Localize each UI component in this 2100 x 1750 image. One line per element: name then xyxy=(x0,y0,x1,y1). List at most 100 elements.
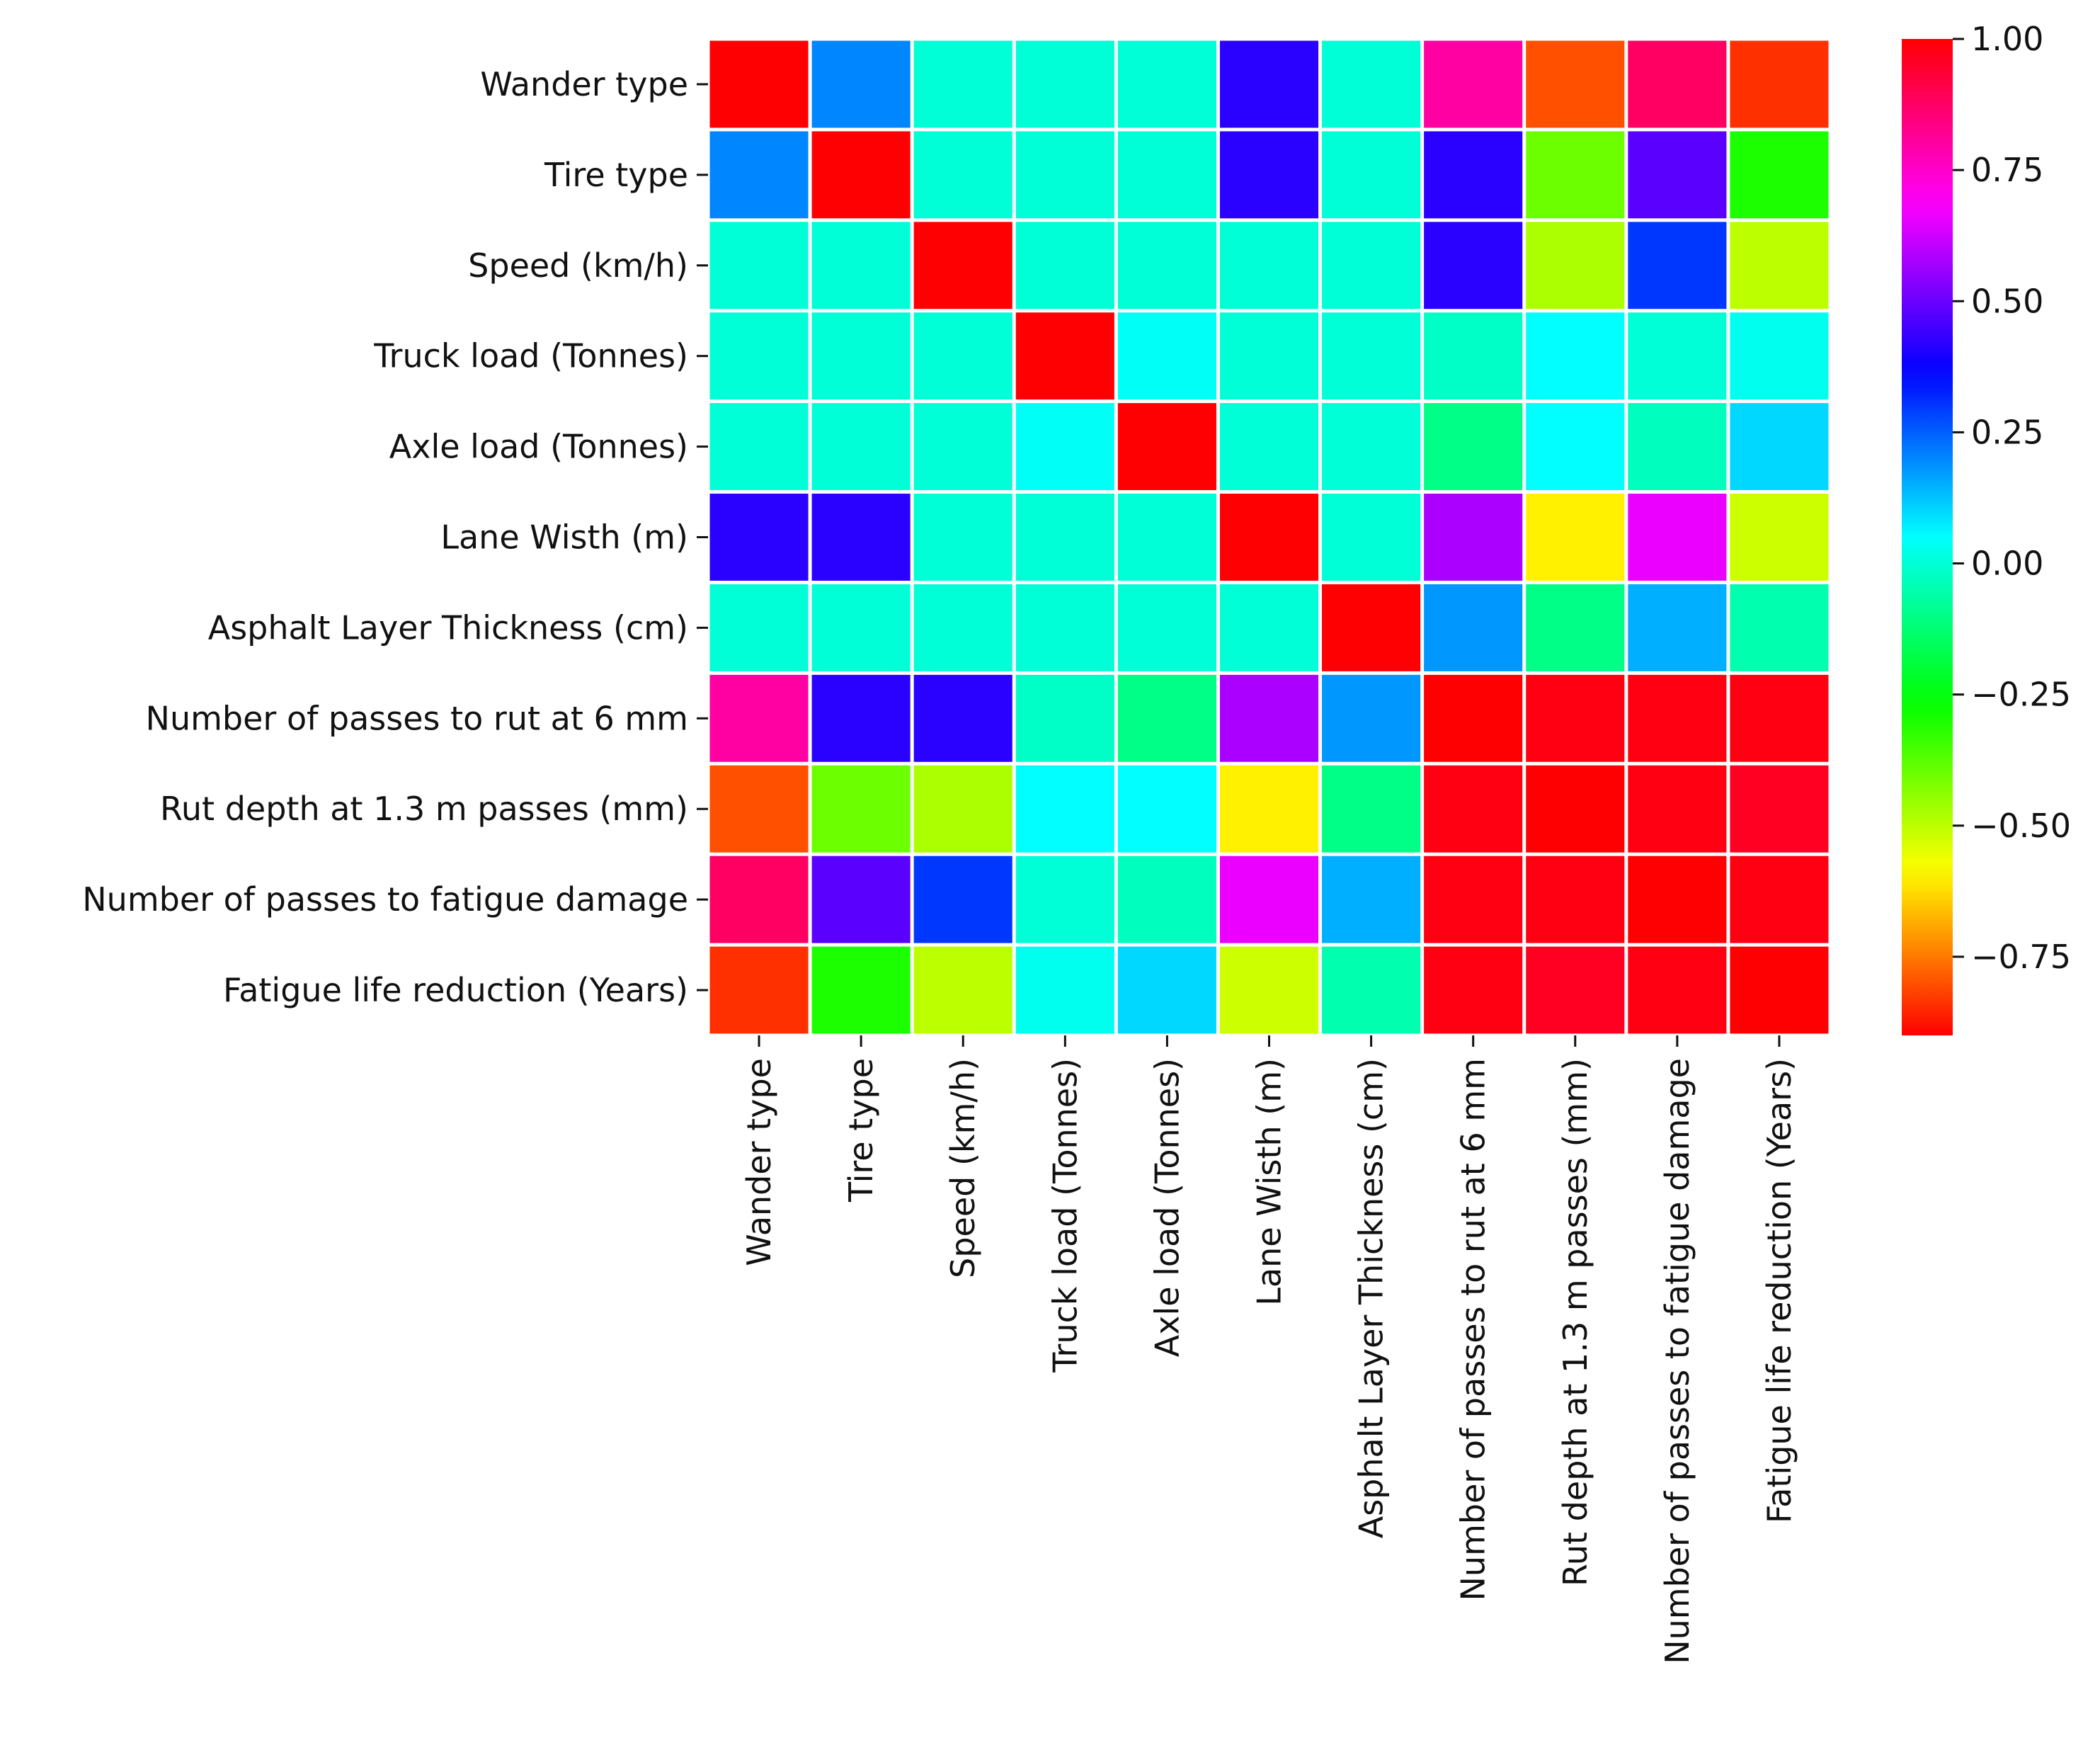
heatmap-cell-axle-load-tonnes--rut-depth-at-1-3-m-passes-mm xyxy=(1526,403,1625,491)
colorbar-tick-label: −0.50 xyxy=(1971,807,2071,845)
heatmap-cell-speed-km-h--asphalt-layer-thickness-cm xyxy=(1322,222,1421,309)
heatmap-cell-asphalt-layer-thickness-cm--wander-type xyxy=(709,584,809,671)
heatmap-cell-speed-km-h--number-of-passes-to-rut-at-6-mm xyxy=(1424,222,1523,309)
heatmap-cell-axle-load-tonnes--number-of-passes-to-rut-at-6-mm xyxy=(1424,403,1523,491)
column-label-truck-load-tonnes: Truck load (Tonnes) xyxy=(1046,1058,1084,1373)
heatmap-cell-axle-load-tonnes--number-of-passes-to-fatigue-damage xyxy=(1628,403,1727,491)
heatmap-cell-wander-type--fatigue-life-reduction-years xyxy=(1730,40,1829,128)
colorbar-tick-label: −0.75 xyxy=(1971,938,2071,976)
heatmap-cell-fatigue-life-reduction-years--lane-wisth-m xyxy=(1219,946,1319,1034)
heatmap-cell-wander-type--asphalt-layer-thickness-cm xyxy=(1322,40,1421,128)
heatmap-cell-fatigue-life-reduction-years--number-of-passes-to-rut-at-6-mm xyxy=(1424,946,1523,1034)
heatmap-cell-tire-type--speed-km-h xyxy=(913,131,1012,219)
heatmap-cell-tire-type--wander-type xyxy=(709,131,809,219)
heatmap-cell-number-of-passes-to-rut-at-6-mm--lane-wisth-m xyxy=(1219,674,1319,762)
heatmap-cell-number-of-passes-to-rut-at-6-mm--number-of-passes-to-fatigue-damage xyxy=(1628,674,1727,762)
heatmap-cell-tire-type--number-of-passes-to-rut-at-6-mm xyxy=(1424,131,1523,219)
column-label-number-of-passes-to-fatigue-damage: Number of passes to fatigue damage xyxy=(1658,1058,1696,1664)
heatmap-cell-fatigue-life-reduction-years--speed-km-h xyxy=(913,946,1012,1034)
colorbar-tick-label: 1.00 xyxy=(1971,20,2043,58)
heatmap-cell-number-of-passes-to-rut-at-6-mm--speed-km-h xyxy=(913,674,1012,762)
heatmap-cell-axle-load-tonnes--fatigue-life-reduction-years xyxy=(1730,403,1829,491)
heatmap-cell-lane-wisth-m--asphalt-layer-thickness-cm xyxy=(1322,494,1421,581)
row-label-axle-load-tonnes: Axle load (Tonnes) xyxy=(389,428,688,466)
heatmap-cell-number-of-passes-to-rut-at-6-mm--axle-load-tonnes xyxy=(1117,674,1216,762)
heatmap-cell-rut-depth-at-1-3-m-passes-mm--number-of-passes-to-rut-at-6-mm xyxy=(1424,765,1523,853)
heatmap-cell-number-of-passes-to-rut-at-6-mm--number-of-passes-to-rut-at-6-mm xyxy=(1424,674,1523,762)
heatmap-cell-lane-wisth-m--tire-type xyxy=(811,494,911,581)
heatmap-cell-lane-wisth-m--truck-load-tonnes xyxy=(1015,494,1114,581)
heatmap-cell-rut-depth-at-1-3-m-passes-mm--tire-type xyxy=(811,765,911,853)
heatmap-cell-lane-wisth-m--lane-wisth-m xyxy=(1219,494,1319,581)
heatmap-cell-number-of-passes-to-rut-at-6-mm--asphalt-layer-thickness-cm xyxy=(1322,674,1421,762)
heatmap-cell-truck-load-tonnes--asphalt-layer-thickness-cm xyxy=(1322,312,1421,400)
heatmap-cell-tire-type--axle-load-tonnes xyxy=(1117,131,1216,219)
heatmap-cell-truck-load-tonnes--number-of-passes-to-rut-at-6-mm xyxy=(1424,312,1523,400)
heatmap-cell-number-of-passes-to-rut-at-6-mm--wander-type xyxy=(709,674,809,762)
row-label-fatigue-life-reduction-years: Fatigue life reduction (Years) xyxy=(223,971,688,1009)
heatmap-cell-truck-load-tonnes--axle-load-tonnes xyxy=(1117,312,1216,400)
heatmap-cell-asphalt-layer-thickness-cm--speed-km-h xyxy=(913,584,1012,671)
heatmap-cell-number-of-passes-to-rut-at-6-mm--tire-type xyxy=(811,674,911,762)
heatmap-cell-asphalt-layer-thickness-cm--rut-depth-at-1-3-m-passes-mm xyxy=(1526,584,1625,671)
heatmap-cell-wander-type--axle-load-tonnes xyxy=(1117,40,1216,128)
heatmap-cell-wander-type--truck-load-tonnes xyxy=(1015,40,1114,128)
heatmap-cell-tire-type--rut-depth-at-1-3-m-passes-mm xyxy=(1526,131,1625,219)
heatmap-cell-number-of-passes-to-fatigue-damage--number-of-passes-to-rut-at-6-mm xyxy=(1424,856,1523,943)
heatmap-cell-number-of-passes-to-fatigue-damage--axle-load-tonnes xyxy=(1117,856,1216,943)
row-label-wander-type: Wander type xyxy=(480,65,688,103)
heatmap-cell-axle-load-tonnes--truck-load-tonnes xyxy=(1015,403,1114,491)
heatmap-cell-asphalt-layer-thickness-cm--fatigue-life-reduction-years xyxy=(1730,584,1829,671)
heatmap-cell-number-of-passes-to-fatigue-damage--tire-type xyxy=(811,856,911,943)
heatmap-cell-fatigue-life-reduction-years--rut-depth-at-1-3-m-passes-mm xyxy=(1526,946,1625,1034)
row-label-rut-depth-at-1-3-m-passes-mm: Rut depth at 1.3 m passes (mm) xyxy=(160,790,688,828)
heatmap-cell-wander-type--wander-type xyxy=(709,40,809,128)
heatmap-cell-fatigue-life-reduction-years--axle-load-tonnes xyxy=(1117,946,1216,1034)
column-label-lane-wisth-m: Lane Wisth (m) xyxy=(1250,1058,1289,1306)
heatmap-cell-rut-depth-at-1-3-m-passes-mm--number-of-passes-to-fatigue-damage xyxy=(1628,765,1727,853)
heatmap-cell-truck-load-tonnes--number-of-passes-to-fatigue-damage xyxy=(1628,312,1727,400)
colorbar-scale xyxy=(1902,39,1953,1035)
heatmap-cell-number-of-passes-to-rut-at-6-mm--truck-load-tonnes xyxy=(1015,674,1114,762)
heatmap-cell-rut-depth-at-1-3-m-passes-mm--truck-load-tonnes xyxy=(1015,765,1114,853)
heatmap-cell-fatigue-life-reduction-years--number-of-passes-to-fatigue-damage xyxy=(1628,946,1727,1034)
heatmap-cell-lane-wisth-m--axle-load-tonnes xyxy=(1117,494,1216,581)
heatmap-cell-number-of-passes-to-fatigue-damage--lane-wisth-m xyxy=(1219,856,1319,943)
heatmap-cell-wander-type--speed-km-h xyxy=(913,40,1012,128)
heatmap-cell-number-of-passes-to-rut-at-6-mm--rut-depth-at-1-3-m-passes-mm xyxy=(1526,674,1625,762)
heatmap-cell-rut-depth-at-1-3-m-passes-mm--asphalt-layer-thickness-cm xyxy=(1322,765,1421,853)
row-label-speed-km-h: Speed (km/h) xyxy=(468,246,688,285)
heatmap-cell-rut-depth-at-1-3-m-passes-mm--wander-type xyxy=(709,765,809,853)
row-label-lane-wisth-m: Lane Wisth (m) xyxy=(440,518,688,557)
heatmap-cell-asphalt-layer-thickness-cm--number-of-passes-to-fatigue-damage xyxy=(1628,584,1727,671)
colorbar-ticks: 1.00 0.75 0.50 0.25 0.00 −0.25 −0.50 −0.75 xyxy=(1953,20,2071,976)
heatmap-cell-lane-wisth-m--number-of-passes-to-fatigue-damage xyxy=(1628,494,1727,581)
heatmap-cell-speed-km-h--fatigue-life-reduction-years xyxy=(1730,222,1829,309)
column-label-tire-type: Tire type xyxy=(842,1058,880,1203)
colorbar-tick-label: 0.50 xyxy=(1971,282,2043,320)
colorbar-tick-label: −0.25 xyxy=(1971,676,2071,714)
heatmap-cell-speed-km-h--tire-type xyxy=(811,222,911,309)
heatmap-cell-tire-type--tire-type xyxy=(811,131,911,219)
heatmap-cell-number-of-passes-to-fatigue-damage--speed-km-h xyxy=(913,856,1012,943)
column-label-asphalt-layer-thickness-cm: Asphalt Layer Thickness (cm) xyxy=(1352,1058,1391,1538)
column-label-speed-km-h: Speed (km/h) xyxy=(944,1058,982,1278)
heatmap-cell-lane-wisth-m--speed-km-h xyxy=(913,494,1012,581)
heatmap-cell-fatigue-life-reduction-years--wander-type xyxy=(709,946,809,1034)
heatmap-cell-asphalt-layer-thickness-cm--tire-type xyxy=(811,584,911,671)
heatmap-cell-speed-km-h--axle-load-tonnes xyxy=(1117,222,1216,309)
column-label-wander-type: Wander type xyxy=(740,1058,778,1266)
heatmap-cell-rut-depth-at-1-3-m-passes-mm--rut-depth-at-1-3-m-passes-mm xyxy=(1526,765,1625,853)
heatmap-cell-number-of-passes-to-fatigue-damage--rut-depth-at-1-3-m-passes-mm xyxy=(1526,856,1625,943)
colorbar-tick-label: 0.75 xyxy=(1971,151,2043,189)
heatmap-cell-truck-load-tonnes--speed-km-h xyxy=(913,312,1012,400)
heatmap-cell-speed-km-h--speed-km-h xyxy=(913,222,1012,309)
heatmap-cell-fatigue-life-reduction-years--truck-load-tonnes xyxy=(1015,946,1114,1034)
heatmap-cell-fatigue-life-reduction-years--fatigue-life-reduction-years xyxy=(1730,946,1829,1034)
heatmap-cell-number-of-passes-to-fatigue-damage--wander-type xyxy=(709,856,809,943)
heatmap-cell-speed-km-h--number-of-passes-to-fatigue-damage xyxy=(1628,222,1727,309)
heatmap-cell-number-of-passes-to-rut-at-6-mm--fatigue-life-reduction-years xyxy=(1730,674,1829,762)
heatmap-cell-axle-load-tonnes--tire-type xyxy=(811,403,911,491)
heatmap-cells xyxy=(709,40,1829,1034)
